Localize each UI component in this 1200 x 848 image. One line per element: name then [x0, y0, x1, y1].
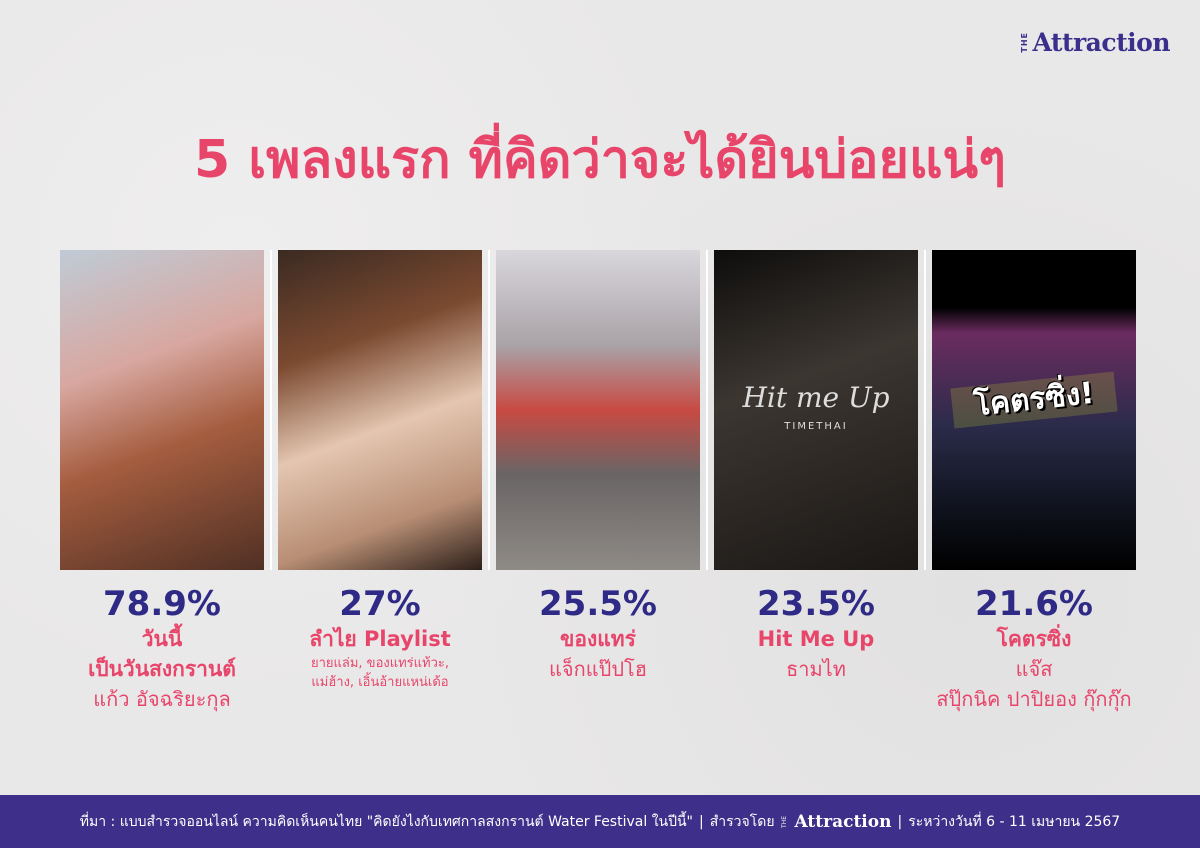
footer-separator: | — [897, 813, 903, 830]
footer-dates: ระหว่างวันที่ 6 - 11 เมษายน 2567 — [908, 813, 1121, 830]
page-title: 5 เพลงแรก ที่คิดว่าจะได้ยินบ่อยแน่ๆ — [194, 130, 1006, 190]
brand-the: THE — [1020, 32, 1030, 53]
song-card-5: โคตรซิ่ง! 21.6% โคตรซิ่ง แจ๊ส สปุ๊กนิค ป… — [932, 250, 1150, 714]
song-image-logo: โคตรซิ่ง! — [950, 371, 1118, 429]
song-title: ลำไย Playlist — [309, 627, 451, 651]
divider — [924, 250, 926, 570]
song-cards: 78.9% วันนี้ เป็นวันสงกรานต์ แก้ว อัจฉริ… — [60, 250, 1150, 714]
divider — [706, 250, 708, 570]
divider — [488, 250, 490, 570]
song-card-3: 25.5% ของแทร่ แจ็กแป๊ปโฮ — [496, 250, 714, 714]
song-title-line2: เป็นวันสงกรานต์ — [88, 657, 236, 681]
song-card-1: 78.9% วันนี้ เป็นวันสงกรานต์ แก้ว อัจฉริ… — [60, 250, 278, 714]
artist: แจ๊ส — [1015, 657, 1053, 681]
song-image — [278, 250, 482, 570]
song-title: Hit Me Up — [757, 627, 875, 651]
song-title: วันนี้ — [141, 627, 183, 651]
song-image: Hit me Up TIMETHAI — [714, 250, 918, 570]
artist: แก้ว อัจฉริยะกุล — [93, 687, 231, 711]
artist: ธามไท — [786, 657, 846, 681]
song-image: โคตรซิ่ง! — [932, 250, 1136, 570]
brand-name: Attraction — [1032, 28, 1170, 57]
song-image-logo-title: Hit me Up — [742, 381, 890, 414]
artist: ยายแล่ม, ของแทร่แท้วะ, — [310, 656, 450, 671]
artist: แจ็กแป๊ปโฮ — [549, 657, 647, 681]
footer-separator: | — [699, 813, 704, 830]
song-title: ของแทร่ — [560, 627, 636, 651]
percent: 27% — [339, 584, 421, 624]
footer-brand-the: THE — [780, 815, 788, 828]
percent: 25.5% — [539, 584, 657, 624]
song-image-logo: Hit me Up TIMETHAI — [714, 380, 918, 434]
footer-bar: ที่มา : แบบสำรวจออนไลน์ ความคิดเห็นคนไทย… — [0, 795, 1200, 848]
percent: 21.6% — [975, 584, 1093, 624]
percent: 23.5% — [757, 584, 875, 624]
song-image — [60, 250, 264, 570]
footer-source: ที่มา : แบบสำรวจออนไลน์ ความคิดเห็นคนไทย… — [79, 813, 693, 830]
divider — [270, 250, 272, 570]
percent: 78.9% — [103, 584, 221, 624]
song-title: โคตรซิ่ง — [996, 627, 1072, 651]
brand-logo: THE Attraction — [1020, 28, 1170, 57]
song-image-logo-sub: TIMETHAI — [784, 421, 848, 432]
footer-surveyed-by: สำรวจโดย — [709, 813, 775, 830]
song-image — [496, 250, 700, 570]
footer-brand-name: Attraction — [794, 811, 892, 832]
artist-line2: สปุ๊กนิค ปาปิยอง กุ๊กกุ๊ก — [936, 687, 1132, 711]
song-card-4: Hit me Up TIMETHAI 23.5% Hit Me Up ธามไท — [714, 250, 932, 714]
artist-line2: แม่ฮ้าง, เอิ้นอ้ายแหน่เด้อ — [311, 675, 449, 690]
song-card-2: 27% ลำไย Playlist ยายแล่ม, ของแทร่แท้วะ,… — [278, 250, 496, 714]
